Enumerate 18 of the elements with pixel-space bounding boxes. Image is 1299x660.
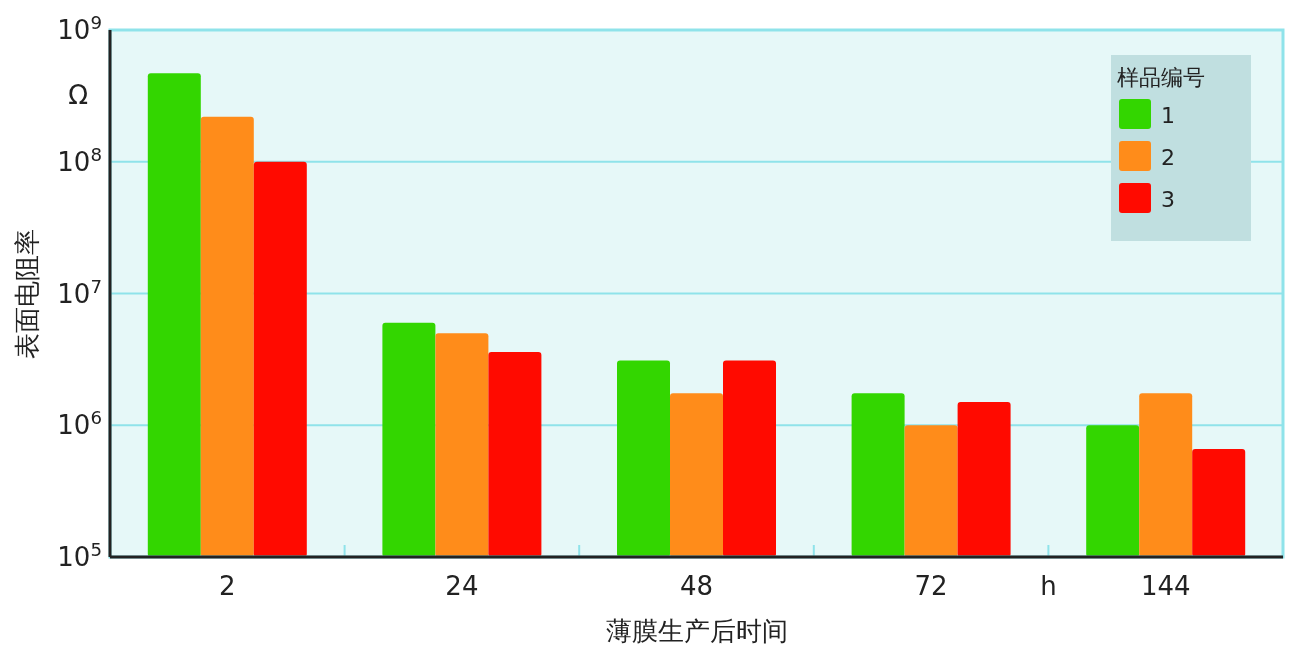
x-tick-label: 72 bbox=[914, 571, 948, 601]
y-tick-label: 10$^{9}$ bbox=[57, 11, 102, 45]
y-tick-label: 10$^{8}$ bbox=[57, 143, 102, 177]
x-tick-label: 144 bbox=[1140, 571, 1191, 601]
text: Ω bbox=[68, 80, 88, 110]
text: h bbox=[1040, 571, 1057, 601]
x-tick-label: 48 bbox=[679, 571, 714, 601]
legend-label: 3 bbox=[1161, 187, 1175, 212]
y-axis-title: 表面电阻率 bbox=[12, 228, 42, 359]
y-tick-label: 10$^{6}$ bbox=[57, 406, 102, 441]
y-tick-label: 10$^{5}$ bbox=[57, 538, 102, 572]
legend-label: 1 bbox=[1161, 103, 1175, 128]
y-tick-label: 10$^{7}$ bbox=[57, 275, 102, 309]
legend-title: 样品编号 bbox=[1117, 65, 1205, 90]
legend-label: 2 bbox=[1161, 145, 1175, 170]
x-tick-label: 2 bbox=[219, 571, 236, 601]
x-tick-label: 24 bbox=[445, 571, 479, 601]
x-axis-title: 薄膜生产后时间 bbox=[605, 616, 788, 646]
